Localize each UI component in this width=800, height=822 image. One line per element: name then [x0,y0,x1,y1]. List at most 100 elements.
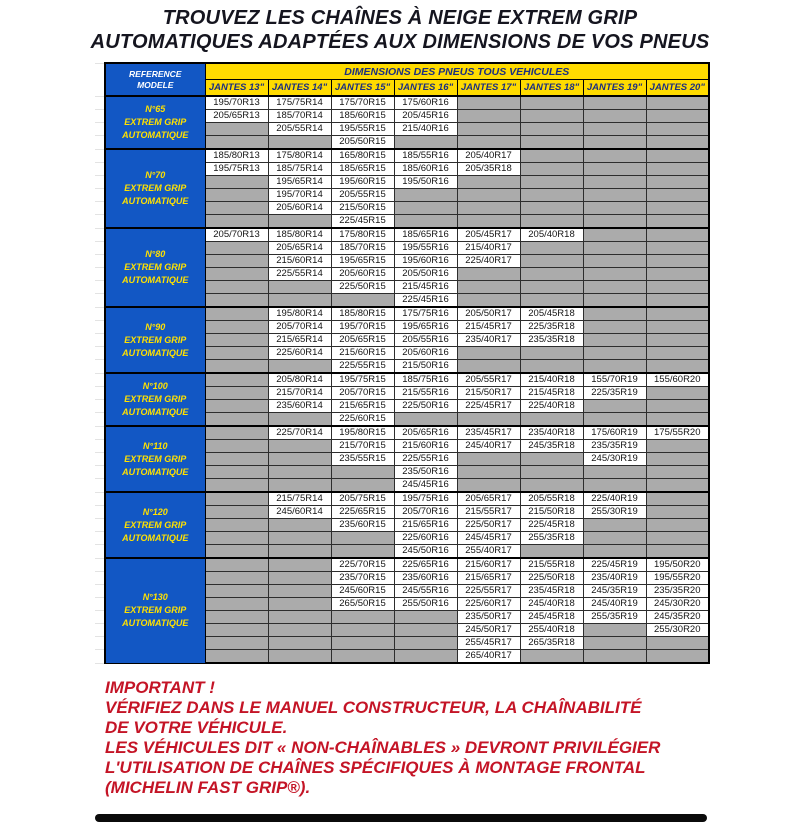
tire-size-cell: 205/55R15 [330,188,395,202]
tire-size-cell: 195/55R16 [393,241,458,255]
table-row: 235/55R15 225/55R16 245/30R19 [95,452,711,466]
tire-size-cell: 235/50R17 [456,610,521,624]
empty-cell [456,452,521,466]
tire-size-cell: 235/60R15 [330,518,395,532]
table-row: 245/50R17 255/40R18 255/30R20 [95,623,711,637]
tire-size-cell: 205/65R13 [204,109,269,123]
empty-cell [204,557,269,572]
tire-size-cell: 205/65R16 [393,425,458,440]
tire-size-cell: 185/75R14 [267,162,332,176]
sliver-cell [95,636,106,650]
sliver-cell [95,544,106,559]
empty-cell [204,306,269,321]
sliver-cell [95,372,106,387]
empty-cell [645,386,711,400]
empty-cell [267,293,332,308]
empty-cell [204,201,269,215]
empty-cell [519,254,584,268]
empty-cell [582,175,647,189]
empty-cell [582,359,647,374]
sliver-cell [95,491,106,506]
sliver-cell [95,584,106,598]
tire-size-cell: 185/80R14 [267,227,332,242]
tire-size-cell: 185/80R15 [330,306,395,321]
empty-cell [519,122,584,136]
model-cell: N°120 EXTREM GRIP AUTOMATIQUE [104,491,206,559]
table-row: 205/65R14 185/70R15 195/55R16 215/40R17 [95,241,711,255]
tire-size-cell: 225/60R17 [456,597,521,611]
empty-cell [393,201,458,215]
empty-cell [204,478,269,493]
tire-size-cell: 255/30R19 [582,505,647,519]
empty-cell [330,531,395,545]
sliver-cell [95,386,106,400]
empty-cell [519,452,584,466]
tire-size-cell: 185/60R16 [393,162,458,176]
table-row: 225/60R15 [95,412,711,427]
tire-size-cell: 245/45R16 [393,478,458,493]
tire-size-cell: 245/55R16 [393,584,458,598]
tire-size-cell: 225/60R14 [267,346,332,360]
empty-cell [519,280,584,294]
empty-cell [456,214,521,229]
sliver-cell [95,201,106,215]
empty-cell [645,649,711,664]
table-row: 195/75R13 185/75R14 185/65R15 185/60R16 205/… [95,162,711,176]
important-note: IMPORTANT ! VÉRIFIEZ DANS LE MANUEL CONS… [105,678,730,798]
column-header: JANTES 19" [582,79,647,97]
empty-cell [204,214,269,229]
table-row: 245/60R14 225/65R15 205/70R16 215/55R17 215/… [95,505,711,519]
empty-cell [582,267,647,281]
empty-cell [204,293,269,308]
empty-cell [267,452,332,466]
tire-size-cell: 225/45R16 [393,293,458,308]
tire-size-cell: 195/70R14 [267,188,332,202]
tire-size-cell: 225/35R18 [519,320,584,334]
tire-size-cell: 235/45R18 [519,584,584,598]
tire-size-cell: 215/40R18 [519,372,584,387]
empty-cell [519,214,584,229]
tire-size-cell: 245/30R20 [645,597,711,611]
empty-cell [204,597,269,611]
tire-size-cell: 225/45R17 [456,399,521,413]
tire-size-cell: 235/40R17 [456,333,521,347]
empty-cell [204,135,269,150]
table-row: 225/55R14 205/60R15 205/50R16 [95,267,711,281]
tire-size-cell: 205/60R14 [267,201,332,215]
tire-size-cell: 195/60R15 [330,175,395,189]
tire-size-cell: 215/45R18 [519,386,584,400]
tire-size-cell: 225/55R16 [393,452,458,466]
empty-cell [519,95,584,110]
empty-cell [204,544,269,559]
table-row: 195/65R14 195/60R15 195/50R16 [95,175,711,189]
empty-cell [645,148,711,163]
empty-cell [204,386,269,400]
empty-cell [456,175,521,189]
tire-size-cell: 195/55R20 [645,571,711,585]
tire-size-cell: 235/50R16 [393,465,458,479]
empty-cell [519,175,584,189]
model-cell: N°90 EXTREM GRIP AUTOMATIQUE [104,306,206,374]
empty-cell [645,544,711,559]
empty-cell [204,267,269,281]
empty-cell [204,188,269,202]
table-row: 215/70R14 205/70R15 215/55R16 215/50R17 215/… [95,386,711,400]
tire-size-cell: 195/65R16 [393,320,458,334]
empty-cell [645,320,711,334]
tire-size-cell: 165/80R15 [330,148,395,163]
model-cell: N°70 EXTREM GRIP AUTOMATIQUE [104,148,206,229]
empty-cell [330,478,395,493]
tire-size-cell: 205/50R15 [330,135,395,150]
empty-cell [204,346,269,360]
tire-size-cell: 205/50R16 [393,267,458,281]
column-header: JANTES 15" [330,79,395,97]
sliver-cell [95,346,106,360]
model-cell: N°110 EXTREM GRIP AUTOMATIQUE [104,425,206,493]
tire-size-cell: 245/45R17 [456,531,521,545]
tire-size-cell: 195/55R15 [330,122,395,136]
empty-cell [645,491,711,506]
sliver-cell [95,95,106,110]
sliver-cell [95,425,106,440]
empty-cell [519,346,584,360]
empty-cell [267,439,332,453]
